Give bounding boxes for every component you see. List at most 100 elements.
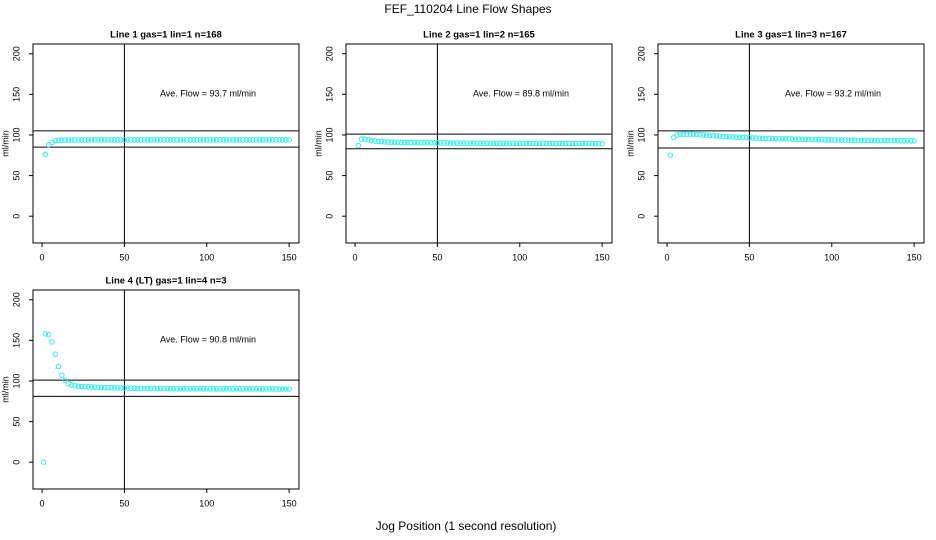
point xyxy=(572,140,579,147)
point xyxy=(157,385,164,392)
point xyxy=(799,136,805,143)
plot-frame xyxy=(345,43,613,244)
point xyxy=(720,133,726,140)
point xyxy=(358,136,365,142)
point xyxy=(184,385,190,392)
point xyxy=(740,134,746,141)
y-tick-label: 100 xyxy=(11,127,21,142)
x-tick-label: 150 xyxy=(907,252,922,262)
point xyxy=(858,137,865,144)
point xyxy=(98,137,105,143)
point xyxy=(474,140,480,147)
annotation: Ave. Flow = 89.8 ml/min xyxy=(473,88,569,98)
point xyxy=(115,137,121,143)
point xyxy=(391,139,398,146)
point xyxy=(904,137,911,144)
point xyxy=(838,137,845,143)
point xyxy=(203,137,210,143)
point xyxy=(809,136,815,143)
point xyxy=(256,137,263,143)
point xyxy=(72,383,78,389)
panel-title: Line 2 gas=1 lin=2 n=165 xyxy=(423,30,535,41)
point xyxy=(576,140,582,147)
point xyxy=(88,137,95,143)
annotation: Ave. Flow = 93.7 ml/min xyxy=(160,88,256,98)
point xyxy=(690,131,697,137)
point xyxy=(549,140,556,147)
point xyxy=(848,137,855,143)
point xyxy=(207,386,213,392)
point xyxy=(812,136,819,143)
x-tick-label: 50 xyxy=(744,252,754,262)
point xyxy=(279,386,286,392)
point xyxy=(667,152,674,159)
point xyxy=(52,351,59,357)
point xyxy=(101,384,108,391)
point xyxy=(756,135,763,142)
point xyxy=(507,140,513,147)
point xyxy=(180,137,187,143)
point xyxy=(526,140,533,147)
point xyxy=(279,137,286,143)
point xyxy=(124,385,131,391)
point xyxy=(283,137,289,143)
x-tick-label: 0 xyxy=(40,252,45,262)
point xyxy=(891,137,898,144)
point xyxy=(700,132,707,138)
point xyxy=(464,140,470,146)
point xyxy=(878,137,884,144)
point xyxy=(167,137,174,143)
point xyxy=(118,385,124,391)
y-axis-label: ml/min xyxy=(625,130,635,157)
point xyxy=(911,137,917,144)
x-tick-label: 100 xyxy=(199,252,214,262)
point xyxy=(510,140,516,147)
y-tick-label: 200 xyxy=(324,46,334,61)
point xyxy=(55,137,62,144)
point xyxy=(40,459,47,465)
point xyxy=(65,137,72,143)
point xyxy=(164,385,171,392)
point xyxy=(283,386,289,392)
point xyxy=(42,151,49,158)
point xyxy=(815,136,822,143)
point xyxy=(266,386,273,392)
point xyxy=(240,137,246,143)
point xyxy=(586,140,592,147)
point xyxy=(569,140,576,147)
point xyxy=(128,385,134,392)
point xyxy=(381,139,388,145)
x-tick-label: 50 xyxy=(119,498,129,508)
point xyxy=(556,140,563,147)
point xyxy=(200,137,207,143)
point xyxy=(421,139,428,146)
point xyxy=(236,386,243,392)
point xyxy=(98,384,105,391)
point xyxy=(105,384,111,391)
point xyxy=(759,135,766,142)
point xyxy=(82,383,88,390)
point xyxy=(286,137,292,143)
point xyxy=(730,134,736,140)
y-tick-label: 0 xyxy=(636,214,646,219)
point xyxy=(871,137,878,144)
point xyxy=(802,136,809,143)
point xyxy=(75,137,82,143)
point xyxy=(749,135,756,141)
x-tick-label: 50 xyxy=(432,252,442,262)
y-tick-label: 50 xyxy=(11,171,21,181)
point xyxy=(49,339,55,345)
point xyxy=(273,137,279,143)
x-tick-label: 0 xyxy=(353,252,358,262)
point xyxy=(743,134,749,141)
point xyxy=(540,140,546,147)
point xyxy=(207,137,213,143)
point xyxy=(388,139,395,145)
panel-title: Line 1 gas=1 lin=1 n=168 xyxy=(110,30,222,41)
point xyxy=(240,386,246,392)
point xyxy=(52,137,59,144)
y-tick-label: 0 xyxy=(324,214,334,219)
point xyxy=(414,139,421,146)
point xyxy=(710,132,716,139)
